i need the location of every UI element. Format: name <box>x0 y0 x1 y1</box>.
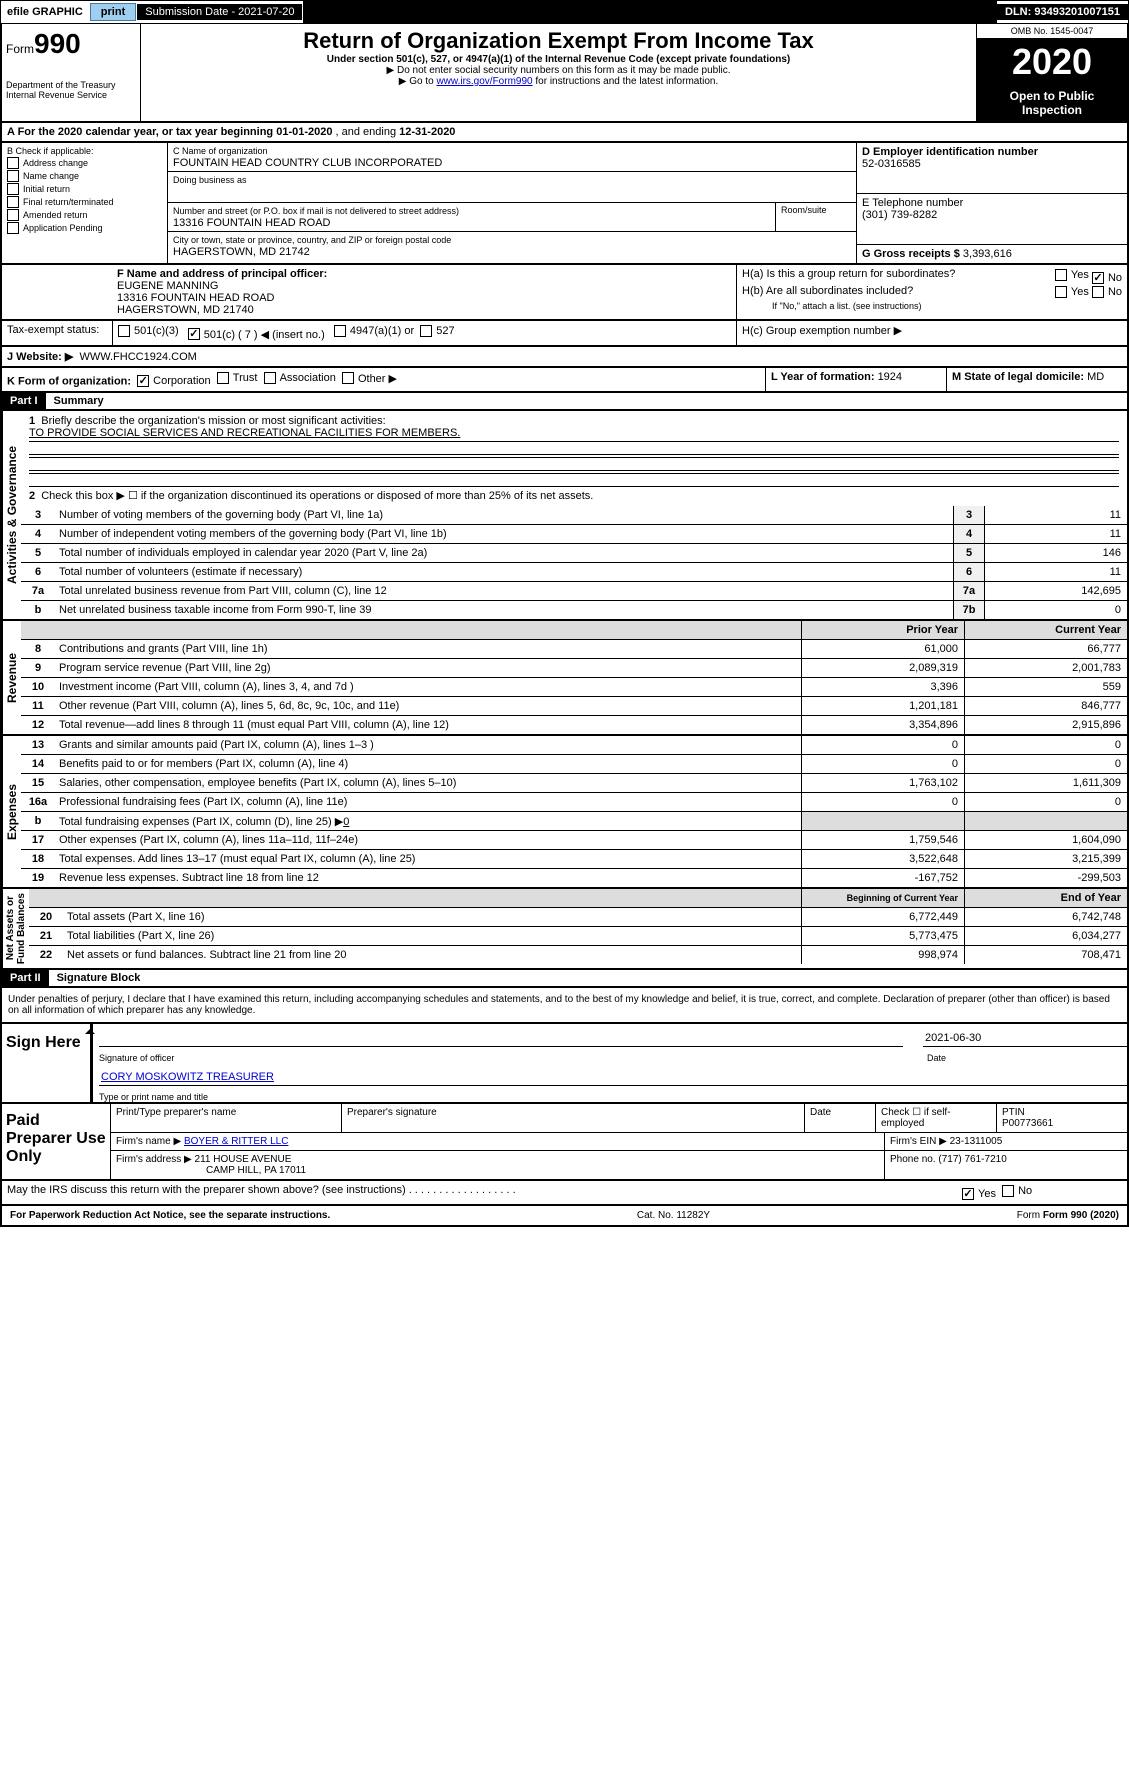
discuss-no[interactable]: No <box>1002 1185 1032 1197</box>
irs-link[interactable]: www.irs.gov/Form990 <box>436 76 532 87</box>
officer-print-name: CORY MOSKOWITZ TREASURER <box>99 1069 1127 1086</box>
chk-4947[interactable]: 4947(a)(1) or <box>334 325 414 337</box>
website-row: J Website: ▶ WWW.FHCC1924.COM <box>0 347 1129 368</box>
org-address: 13316 FOUNTAIN HEAD ROAD <box>173 217 331 229</box>
discuss-row: May the IRS discuss this return with the… <box>0 1181 1129 1206</box>
summary-net-assets: Net Assets or Fund Balances Beginning of… <box>0 889 1129 970</box>
state-domicile: MD <box>1087 371 1104 383</box>
chk-address[interactable]: Address change <box>7 157 162 169</box>
box-c: C Name of organizationFOUNTAIN HEAD COUN… <box>168 143 857 263</box>
firm-name[interactable]: BOYER & RITTER LLC <box>184 1136 288 1147</box>
summary-revenue: Revenue Prior YearCurrent Year 8Contribu… <box>0 621 1129 736</box>
form-header: Form990 Department of the Treasury Inter… <box>0 24 1129 123</box>
gross-receipts: 3,393,616 <box>963 248 1012 260</box>
ein: 52-0316585 <box>862 158 921 170</box>
dln: DLN: 93493201007151 <box>997 4 1128 20</box>
tax-year: 2020 <box>977 39 1127 85</box>
hb-yes[interactable]: Yes <box>1055 286 1089 298</box>
print-button[interactable]: print <box>90 3 136 21</box>
dept-treasury: Department of the Treasury Internal Reve… <box>6 80 136 100</box>
sign-here: Sign Here 2021-06-30 Signature of office… <box>0 1024 1129 1104</box>
part-2-header: Part IISignature Block <box>0 970 1129 988</box>
box-h: H(a) Is this a group return for subordin… <box>737 265 1127 319</box>
hb-no[interactable]: No <box>1092 286 1122 298</box>
form-title: Return of Organization Exempt From Incom… <box>145 28 972 54</box>
officer-name: EUGENE MANNING <box>117 280 218 292</box>
org-city: HAGERSTOWN, MD 21742 <box>173 246 310 258</box>
website: WWW.FHCC1924.COM <box>79 351 196 363</box>
perjury-text: Under penalties of perjury, I declare th… <box>0 988 1129 1024</box>
tax-status-row: Tax-exempt status: 501(c)(3) 501(c) ( 7 … <box>0 321 1129 347</box>
ptin: P00773661 <box>1002 1118 1053 1129</box>
mission: TO PROVIDE SOCIAL SERVICES AND RECREATIO… <box>29 427 1119 439</box>
v7b: 0 <box>984 601 1127 619</box>
v5: 146 <box>984 544 1127 562</box>
ha-no[interactable]: No <box>1092 272 1122 284</box>
chk-527[interactable]: 527 <box>420 325 454 337</box>
boxes-fh: F Name and address of principal officer:… <box>0 265 1129 321</box>
telephone: (301) 739-8282 <box>862 209 937 221</box>
side-expenses: Expenses <box>2 736 21 887</box>
chk-initial[interactable]: Initial return <box>7 183 162 195</box>
v6: 11 <box>984 563 1127 581</box>
v7a: 142,695 <box>984 582 1127 600</box>
omb-number: OMB No. 1545-0047 <box>977 24 1127 39</box>
v3: 11 <box>984 506 1127 524</box>
org-name: FOUNTAIN HEAD COUNTRY CLUB INCORPORATED <box>173 157 442 169</box>
chk-501c[interactable]: 501(c) ( 7 ) ◀ (insert no.) <box>188 328 325 341</box>
summary-expenses: Expenses 13Grants and similar amounts pa… <box>0 736 1129 889</box>
chk-trust[interactable]: Trust <box>217 372 258 384</box>
chk-pending[interactable]: Application Pending <box>7 222 162 234</box>
sign-date: 2021-06-30 <box>923 1030 1127 1047</box>
chk-corp[interactable]: Corporation <box>137 375 210 387</box>
side-governance: Activities & Governance <box>2 411 21 619</box>
top-bar: efile GRAPHIC print Submission Date - 20… <box>0 0 1129 24</box>
subtitle-1: Under section 501(c), 527, or 4947(a)(1)… <box>145 54 972 65</box>
chk-501c3[interactable]: 501(c)(3) <box>118 325 179 337</box>
side-net: Net Assets or Fund Balances <box>2 889 29 968</box>
chk-amended[interactable]: Amended return <box>7 209 162 221</box>
line-a: A For the 2020 calendar year, or tax yea… <box>0 123 1129 143</box>
boxes-bcdefg: B Check if applicable: Address change Na… <box>0 143 1129 265</box>
firm-phone: (717) 761-7210 <box>938 1154 1006 1165</box>
topbar-spacer <box>303 1 997 23</box>
chk-final[interactable]: Final return/terminated <box>7 196 162 208</box>
footer: For Paperwork Reduction Act Notice, see … <box>0 1206 1129 1227</box>
subtitle-2: ▶ Do not enter social security numbers o… <box>145 65 972 76</box>
line-klm: K Form of organization: Corporation Trus… <box>0 368 1129 394</box>
open-public: Open to Public Inspection <box>977 85 1127 121</box>
year-formation: 1924 <box>878 371 902 383</box>
subtitle-3: ▶ Go to www.irs.gov/Form990 for instruct… <box>145 76 972 87</box>
submission-date: Submission Date - 2021-07-20 <box>137 4 303 20</box>
form-number: Form990 <box>6 28 136 60</box>
part-1-header: Part ISummary <box>0 393 1129 411</box>
chk-name[interactable]: Name change <box>7 170 162 182</box>
summary-governance: Activities & Governance 1 Briefly descri… <box>0 411 1129 621</box>
chk-other[interactable]: Other ▶ <box>342 372 397 385</box>
box-b: B Check if applicable: Address change Na… <box>2 143 168 263</box>
firm-ein: 23-1311005 <box>950 1136 1003 1147</box>
side-revenue: Revenue <box>2 621 21 734</box>
efile-label: efile GRAPHIC <box>1 4 89 20</box>
box-deg: D Employer identification number52-03165… <box>857 143 1127 263</box>
paid-preparer: Paid Preparer Use Only Print/Type prepar… <box>0 1104 1129 1181</box>
chk-assoc[interactable]: Association <box>264 372 336 384</box>
discuss-yes[interactable]: Yes <box>962 1188 996 1200</box>
box-f: F Name and address of principal officer:… <box>112 265 737 319</box>
ha-yes[interactable]: Yes <box>1055 269 1089 281</box>
v4: 11 <box>984 525 1127 543</box>
